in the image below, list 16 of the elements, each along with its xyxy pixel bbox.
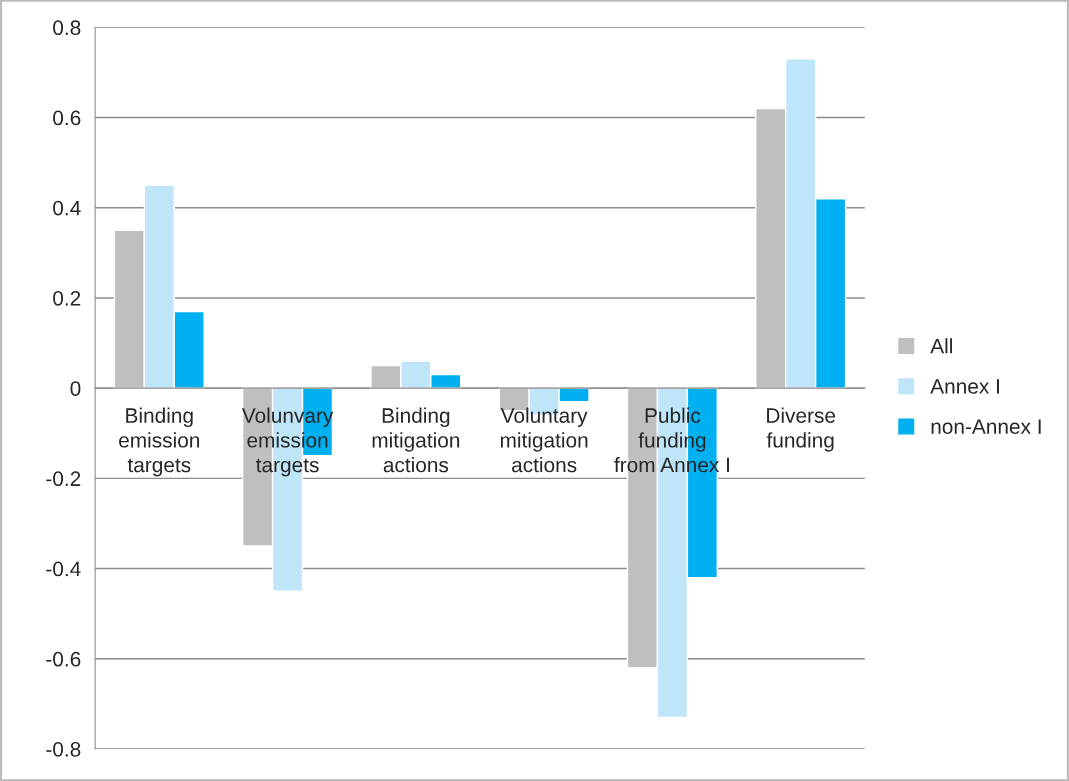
legend-label: All [930, 338, 952, 354]
y-tick-label: 0 [70, 381, 81, 396]
legend-label: Annex I [930, 379, 999, 394]
y-tick-label: -0.8 [46, 741, 81, 757]
legend-label: non-Annex I [931, 419, 1041, 434]
x-tick-label: Diverse funding [766, 407, 836, 452]
y-tick-label: -0.2 [46, 471, 81, 487]
y-tick-label: 0.6 [53, 110, 81, 126]
x-tick-label: Voluntary mitigation actions [500, 407, 588, 473]
y-tick-label: -0.6 [46, 651, 81, 667]
x-tick-label: Binding mitigation actions [372, 407, 460, 473]
x-tick-label: Binding emission targets [119, 407, 200, 477]
y-tick-label: 0.4 [53, 200, 81, 216]
y-tick-label: 0.2 [53, 290, 81, 306]
y-tick-label: 0.8 [53, 20, 81, 36]
y-tick-label: -0.4 [46, 561, 81, 577]
